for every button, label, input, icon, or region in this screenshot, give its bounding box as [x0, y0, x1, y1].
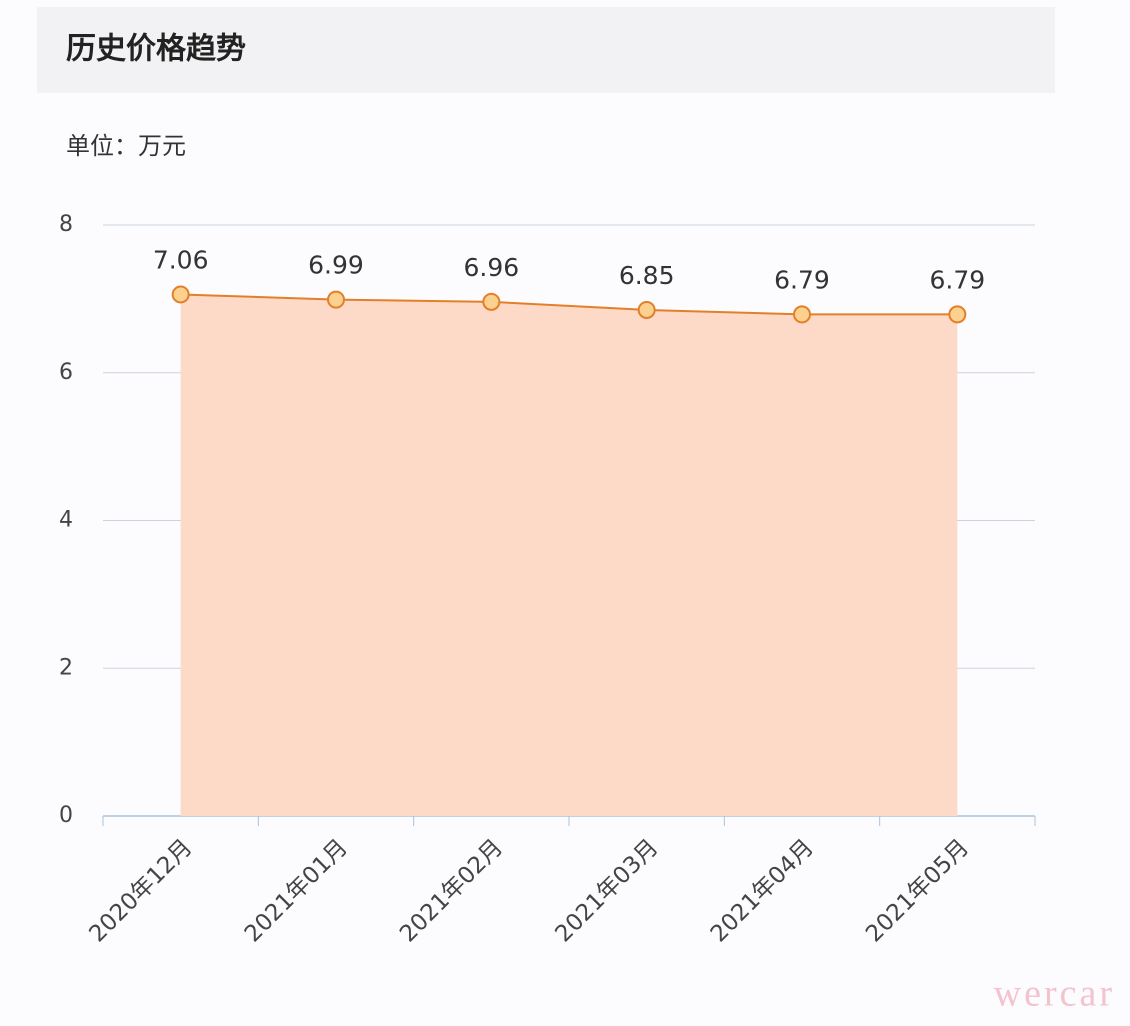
y-tick-label: 0 — [59, 803, 73, 828]
data-label: 6.99 — [308, 251, 364, 280]
data-label: 6.85 — [619, 261, 675, 290]
watermark: wercar — [994, 973, 1115, 1015]
x-tick-label: 2021年05月 — [861, 834, 974, 947]
x-tick-label: 2020年12月 — [85, 834, 198, 947]
marker — [171, 285, 190, 304]
data-label: 6.79 — [774, 265, 830, 294]
chart-title: 历史价格趋势 — [66, 32, 246, 67]
marker — [793, 305, 811, 324]
unit-label: 单位：万元 — [66, 132, 186, 160]
x-tick-label: 2021年03月 — [551, 834, 664, 947]
marker — [637, 300, 656, 319]
marker — [482, 292, 501, 311]
y-tick-label: 6 — [59, 360, 73, 385]
y-tick-label: 2 — [59, 655, 73, 680]
y-tick-label: 8 — [59, 212, 73, 237]
marker — [327, 290, 345, 309]
header-box — [37, 7, 1055, 93]
marker — [948, 305, 967, 324]
data-label: 6.96 — [463, 253, 519, 282]
x-tick-label: 2021年04月 — [706, 834, 819, 947]
data-label: 7.06 — [153, 245, 209, 274]
y-tick-label: 4 — [59, 508, 73, 533]
area — [180, 294, 958, 816]
x-tick-label: 2021年02月 — [395, 834, 508, 947]
line — [180, 293, 958, 316]
x-tick-label: 2021年01月 — [240, 834, 353, 947]
data-label: 6.79 — [929, 265, 985, 294]
